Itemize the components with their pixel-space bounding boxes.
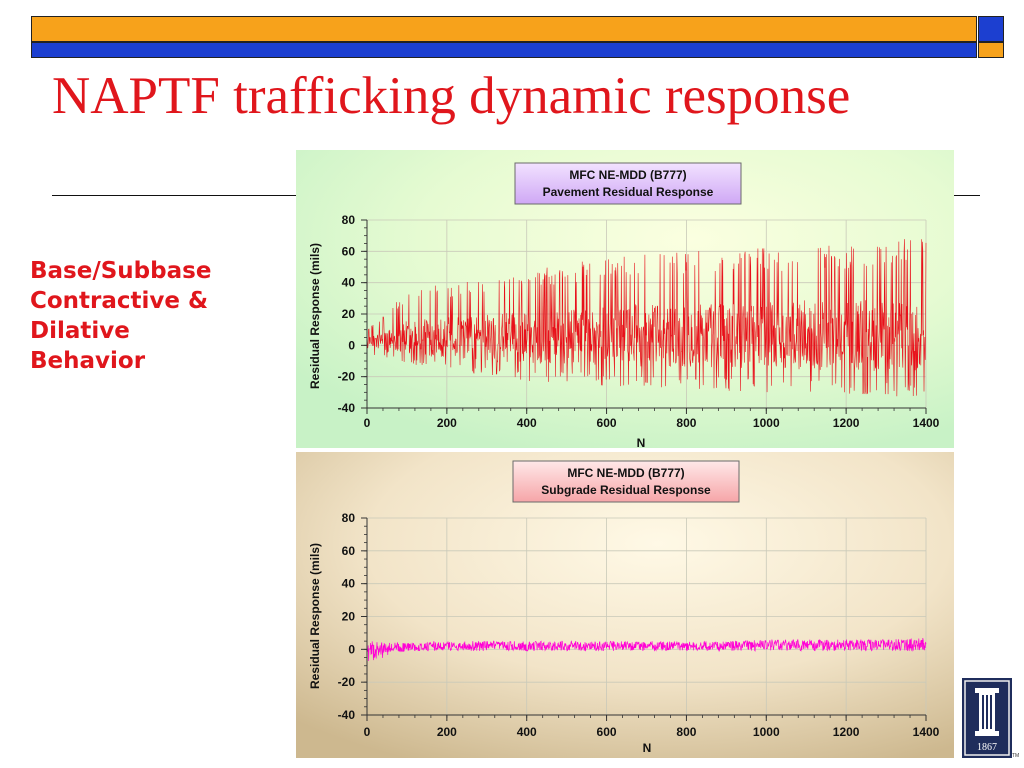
y-tick-label: -40 [338,401,356,415]
plot-area [366,637,927,662]
logo-year: 1867 [977,742,997,753]
university-logo: 1867 [962,678,1012,758]
header-square-blue [978,16,1004,42]
y-tick-label: 40 [342,577,356,591]
y-tick-label: -40 [338,708,356,722]
y-tick-label: 0 [348,338,355,352]
axes: 0 200 400 600 800 1000 1200 1400 -40 -20 0 20 40 60 80 [338,213,940,430]
x-tick-label: 1400 [913,725,940,739]
x-axis-label: N [637,436,646,448]
side-caption-line-4: Behavior [30,348,146,374]
slide-title: NAPTF trafficking dynamic response [52,67,851,125]
side-caption: Base/Subbase Contractive & Dilative Beha… [30,256,290,376]
header-bar-orange [31,16,977,42]
y-tick-label: 20 [342,307,356,321]
x-tick-label: 1200 [833,416,860,430]
axes: 0 200 400 600 800 1000 1200 1400 -40 -20 0 20 40 60 80 [338,511,940,739]
y-axis-label: Residual Response (mils) [308,543,322,689]
chart-title-line-2: Subgrade Residual Response [541,483,711,497]
x-tick-label: 400 [517,725,537,739]
y-tick-label: 0 [348,642,355,656]
chart-title-line-1: MFC NE-MDD (B777) [567,466,684,480]
x-tick-label: 1400 [913,416,940,430]
chart-title-line-2: Pavement Residual Response [543,185,714,199]
data-series-line [366,637,927,662]
x-tick-label: 0 [364,725,371,739]
y-tick-label: 40 [342,276,356,290]
x-tick-label: 200 [437,416,457,430]
trademark-mark: TM [1012,753,1020,759]
chart-title-box [514,162,742,205]
y-tick-label: -20 [338,675,356,689]
x-tick-label: 400 [517,416,537,430]
plot-area [366,239,927,397]
y-tick-label: -20 [338,370,356,384]
side-caption-line-2: Contractive & [30,288,209,314]
y-tick-label: 80 [342,213,356,227]
chart-title-box [512,460,740,503]
y-tick-label: 20 [342,610,356,624]
x-tick-label: 1200 [833,725,860,739]
x-axis-label: N [643,741,652,755]
chart-title-line-1: MFC NE-MDD (B777) [569,168,686,182]
x-tick-label: 600 [597,416,617,430]
chart-background [296,452,954,758]
logo-border [964,680,1010,756]
subgrade-residual-chart: MFC NE-MDD (B777) Subgrade Residual Resp… [296,452,954,758]
x-tick-label: 600 [597,725,617,739]
x-tick-label: 1000 [753,725,780,739]
y-tick-label: 80 [342,511,356,525]
y-tick-label: 60 [342,544,356,558]
header-square-orange [978,42,1004,58]
header-bar-blue [31,42,977,58]
side-caption-line-1: Base/Subbase [30,258,212,284]
x-tick-label: 1000 [753,416,780,430]
data-series-line [366,239,927,397]
x-tick-label: 200 [437,725,457,739]
x-tick-label: 800 [676,725,696,739]
pavement-residual-chart: MFC NE-MDD (B777) Pavement Residual Resp… [296,150,954,448]
side-caption-line-3: Dilative [30,318,130,344]
x-tick-label: 800 [676,416,696,430]
y-tick-label: 60 [342,244,356,258]
column-icon [975,688,999,736]
y-axis-label: Residual Response (mils) [308,243,322,389]
x-tick-label: 0 [364,416,371,430]
